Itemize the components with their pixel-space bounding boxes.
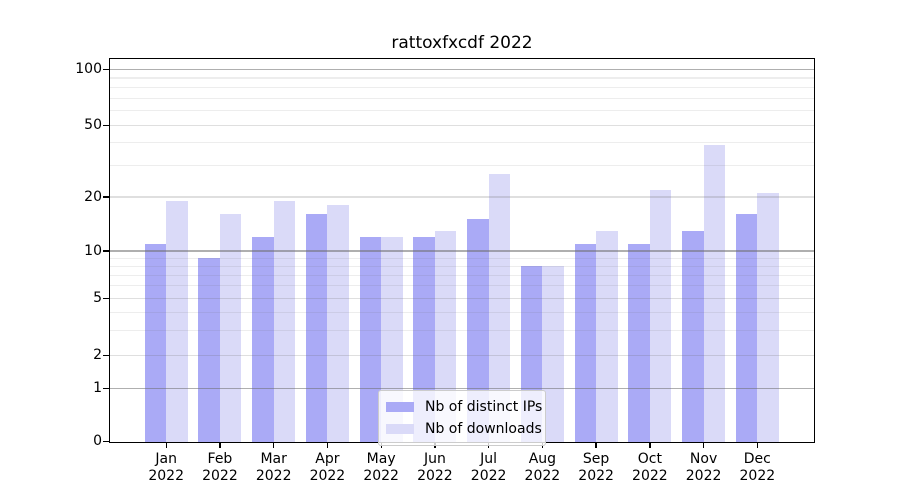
gridline-50 bbox=[110, 124, 814, 127]
bar-downloads-aug-2022 bbox=[542, 266, 564, 442]
bar-downloads-jan-2022 bbox=[166, 200, 188, 442]
bar-downloads-jun-2022 bbox=[434, 230, 457, 442]
x-tick-label-feb-2022: Feb 2022 bbox=[202, 450, 238, 485]
legend-swatch-downloads bbox=[386, 424, 414, 434]
legend-row-distinct-ips: Nb of distinct IPs bbox=[386, 396, 542, 418]
gridline-2 bbox=[110, 354, 814, 357]
y-tick-label-50: 50 bbox=[84, 117, 102, 133]
x-tick-label-jun-2022: Jun 2022 bbox=[417, 450, 453, 485]
y-tick-1 bbox=[102, 387, 109, 389]
x-tick-oct-2022 bbox=[649, 442, 651, 448]
legend-label-distinct-ips: Nb of distinct IPs bbox=[425, 399, 543, 415]
y-tick-50 bbox=[102, 124, 109, 127]
x-tick-apr-2022 bbox=[326, 442, 329, 448]
bar-distinct-ips-dec-2022 bbox=[735, 214, 758, 442]
spine-left bbox=[108, 58, 110, 443]
y-tick-5 bbox=[102, 297, 109, 299]
x-tick-label-apr-2022: Apr 2022 bbox=[309, 450, 346, 485]
gridline-minor-6 bbox=[110, 285, 814, 287]
bar-distinct-ips-oct-2022 bbox=[628, 243, 650, 442]
x-tick-label-sep-2022: Sep 2022 bbox=[578, 450, 614, 485]
bar-distinct-ips-mar-2022 bbox=[252, 236, 274, 442]
bar-downloads-apr-2022 bbox=[327, 205, 349, 442]
legend-swatch-distinct-ips bbox=[386, 402, 414, 412]
gridline-minor-60 bbox=[110, 110, 814, 112]
bar-downloads-oct-2022 bbox=[649, 189, 672, 442]
y-tick-100 bbox=[102, 68, 109, 71]
bar-downloads-sep-2022 bbox=[596, 230, 618, 442]
legend-row-downloads: Nb of downloads bbox=[386, 418, 542, 440]
gridline-minor-4 bbox=[110, 311, 814, 313]
spine-top bbox=[109, 58, 815, 60]
legend-label-downloads: Nb of downloads bbox=[425, 421, 542, 437]
y-tick-label-2: 2 bbox=[93, 347, 102, 363]
y-tick-2 bbox=[102, 354, 109, 357]
x-tick-sep-2022 bbox=[595, 442, 597, 448]
x-tick-label-dec-2022: Dec 2022 bbox=[739, 450, 776, 485]
spine-right bbox=[814, 58, 816, 443]
y-tick-label-0: 0 bbox=[93, 433, 102, 450]
legend: Nb of distinct IPs Nb of downloads bbox=[378, 390, 546, 446]
gridline-minor-90 bbox=[110, 77, 814, 79]
y-tick-label-20: 20 bbox=[84, 188, 102, 205]
gridline-100 bbox=[110, 68, 814, 71]
x-tick-label-nov-2022: Nov 2022 bbox=[685, 450, 722, 485]
y-tick-10 bbox=[102, 250, 109, 252]
x-tick-dec-2022 bbox=[756, 442, 758, 448]
x-tick-mar-2022 bbox=[273, 442, 275, 448]
x-tick-label-mar-2022: Mar 2022 bbox=[255, 450, 292, 485]
bar-distinct-ips-feb-2022 bbox=[198, 258, 220, 442]
y-tick-20 bbox=[102, 196, 109, 198]
bar-distinct-ips-apr-2022 bbox=[305, 214, 328, 442]
gridline-minor-8 bbox=[110, 265, 814, 267]
x-tick-label-aug-2022: Aug 2022 bbox=[524, 450, 561, 485]
gridline-minor-9 bbox=[110, 257, 814, 259]
gridline-minor-40 bbox=[110, 142, 814, 144]
x-tick-label-jan-2022: Jan 2022 bbox=[148, 450, 184, 485]
y-tick-label-10: 10 bbox=[84, 242, 102, 259]
bar-distinct-ips-sep-2022 bbox=[574, 243, 597, 442]
gridline-1 bbox=[110, 387, 814, 389]
chart-title: rattoxfxcdf 2022 bbox=[391, 33, 533, 53]
gridline-minor-30 bbox=[110, 164, 814, 166]
gridline-10 bbox=[110, 250, 814, 252]
gridline-5 bbox=[110, 297, 814, 299]
x-tick-feb-2022 bbox=[219, 442, 221, 448]
x-tick-label-oct-2022: Oct 2022 bbox=[632, 450, 668, 485]
bar-downloads-dec-2022 bbox=[757, 193, 779, 442]
gridline-minor-7 bbox=[110, 274, 814, 276]
bar-downloads-jul-2022 bbox=[488, 173, 511, 442]
x-tick-nov-2022 bbox=[702, 442, 705, 448]
y-tick-label-5: 5 bbox=[93, 289, 102, 306]
bar-downloads-mar-2022 bbox=[273, 200, 296, 442]
x-tick-jan-2022 bbox=[165, 442, 167, 448]
y-tick-label-1: 1 bbox=[93, 379, 102, 396]
bar-distinct-ips-may-2022 bbox=[359, 236, 382, 442]
gridline-20 bbox=[110, 196, 814, 198]
gridline-minor-80 bbox=[110, 86, 814, 89]
gridline-minor-3 bbox=[110, 329, 814, 331]
bar-distinct-ips-nov-2022 bbox=[682, 230, 704, 442]
bar-downloads-nov-2022 bbox=[703, 144, 726, 442]
bar-distinct-ips-jan-2022 bbox=[144, 243, 167, 442]
y-tick-0 bbox=[102, 441, 109, 443]
y-tick-label-100: 100 bbox=[75, 61, 102, 77]
x-tick-label-may-2022: May 2022 bbox=[363, 450, 399, 485]
x-tick-label-jul-2022: Jul 2022 bbox=[470, 450, 507, 485]
gridline-minor-70 bbox=[110, 97, 814, 99]
bar-distinct-ips-jul-2022 bbox=[467, 219, 489, 442]
bar-downloads-feb-2022 bbox=[219, 214, 242, 442]
